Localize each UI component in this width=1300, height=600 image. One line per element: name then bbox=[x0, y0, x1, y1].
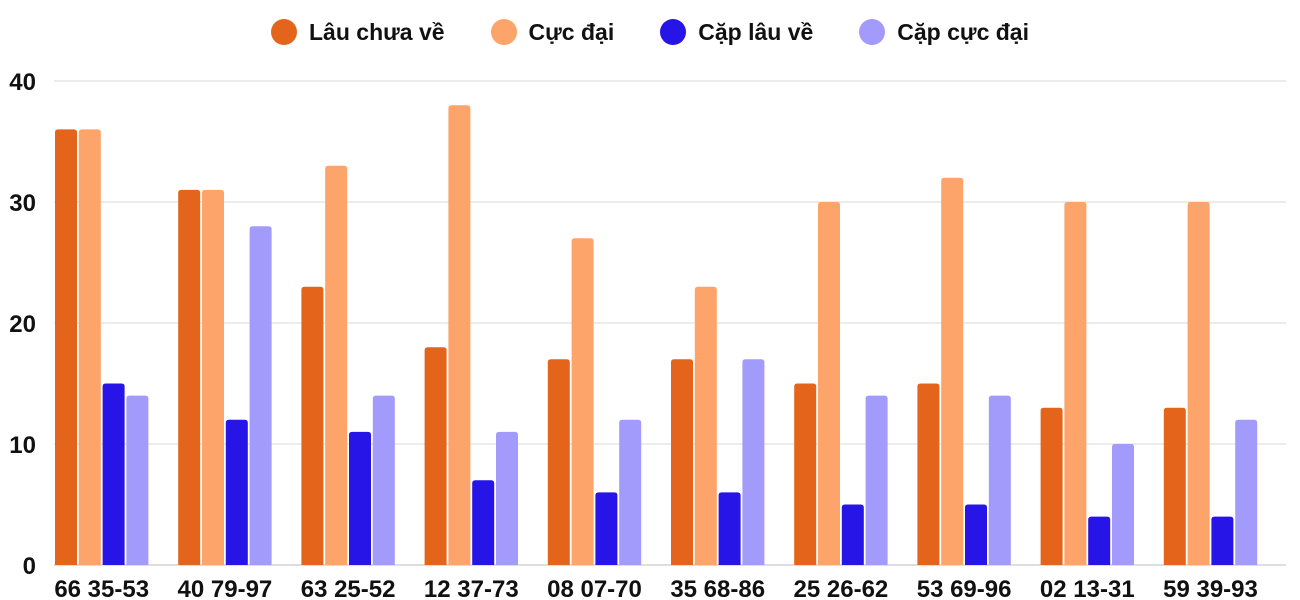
legend-swatch-cap-cuc-dai bbox=[859, 19, 886, 45]
bar-lau-chua-ve bbox=[178, 189, 201, 565]
y-axis-ticks: 0 10 20 30 40 bbox=[9, 69, 36, 580]
bar-cuc-dai bbox=[1187, 202, 1210, 565]
bar-cap-cuc-dai bbox=[372, 395, 395, 565]
x-tick-label: 25 26-62 bbox=[794, 576, 889, 600]
bar-cuc-dai bbox=[448, 105, 471, 565]
bar-cap-cuc-dai bbox=[988, 395, 1011, 565]
bar-cap-lau-ve bbox=[841, 504, 864, 565]
bar-cap-lau-ve bbox=[349, 431, 371, 565]
bar-cap-lau-ve bbox=[1211, 516, 1234, 565]
y-tick-label: 10 bbox=[9, 432, 36, 459]
legend-swatch-cuc-dai bbox=[490, 19, 517, 45]
y-tick-label: 0 bbox=[23, 553, 36, 580]
x-axis-ticks: 66 35-53 40 79-97 63 25-52 12 37-73 08 07-70… bbox=[54, 576, 1258, 600]
legend-swatch-cap-lau-ve bbox=[660, 19, 687, 45]
bar-lau-chua-ve bbox=[55, 129, 77, 565]
bar-cap-lau-ve bbox=[595, 492, 618, 565]
bar-lau-chua-ve bbox=[671, 359, 693, 565]
bar-cap-lau-ve bbox=[1088, 516, 1111, 565]
bar-cuc-dai bbox=[941, 177, 964, 566]
bar-lau-chua-ve bbox=[1163, 407, 1186, 565]
x-tick-label: 08 07-70 bbox=[547, 576, 642, 600]
bar-cap-lau-ve bbox=[718, 492, 741, 565]
legend-swatch-lau-chua-ve bbox=[271, 19, 297, 45]
bar-cuc-dai bbox=[571, 238, 594, 566]
x-tick-label: 63 25-52 bbox=[301, 576, 396, 600]
bar-lau-chua-ve bbox=[301, 286, 324, 565]
bar-cap-lau-ve bbox=[102, 383, 125, 565]
bar-cap-cuc-dai bbox=[1112, 444, 1134, 565]
bar-cap-cuc-dai bbox=[1235, 419, 1258, 565]
legend-item-cap-lau-ve: Cặp lâu về bbox=[660, 19, 813, 46]
bar-cap-cuc-dai bbox=[249, 226, 272, 565]
x-tick-label: 35 68-86 bbox=[670, 576, 765, 600]
x-tick-label: 40 79-97 bbox=[178, 576, 273, 600]
bar-cuc-dai bbox=[325, 165, 348, 565]
legend-label-cap-cuc-dai: Cặp cực đại bbox=[897, 18, 1029, 45]
x-tick-label: 12 37-73 bbox=[424, 576, 519, 600]
bar-cap-cuc-dai bbox=[126, 395, 149, 565]
bar-lau-chua-ve bbox=[1040, 407, 1063, 565]
bar-cuc-dai bbox=[1064, 202, 1087, 565]
legend-item-cuc-dai: Cực đại bbox=[490, 18, 615, 46]
x-tick-label: 66 35-53 bbox=[54, 576, 149, 600]
legend-label-lau-chua-ve: Lâu chưa về bbox=[309, 18, 445, 45]
bar-cap-lau-ve bbox=[965, 504, 987, 565]
bar-cuc-dai bbox=[202, 189, 224, 565]
bar-cap-cuc-dai bbox=[742, 359, 765, 565]
bar-cuc-dai bbox=[78, 129, 101, 565]
bar-lau-chua-ve bbox=[917, 383, 940, 565]
bar-cap-lau-ve bbox=[472, 480, 495, 565]
bar-lau-chua-ve bbox=[424, 347, 447, 565]
bar-cuc-dai bbox=[818, 202, 840, 565]
x-tick-label: 59 39-93 bbox=[1163, 576, 1258, 600]
y-tick-label: 20 bbox=[9, 311, 36, 338]
y-tick-label: 30 bbox=[9, 190, 36, 217]
bar-lau-chua-ve bbox=[794, 383, 817, 565]
bar-lau-chua-ve bbox=[547, 359, 570, 565]
bar-cap-cuc-dai bbox=[496, 431, 518, 565]
bar-cap-lau-ve bbox=[225, 419, 248, 565]
bar-cap-cuc-dai bbox=[619, 419, 642, 565]
legend-item-lau-chua-ve: Lâu chưa về bbox=[271, 19, 445, 46]
x-tick-label: 53 69-96 bbox=[917, 576, 1012, 600]
bars bbox=[55, 105, 1258, 566]
bar-cap-cuc-dai bbox=[865, 395, 888, 565]
y-tick-label: 40 bbox=[9, 69, 36, 96]
bar-cuc-dai bbox=[694, 286, 717, 565]
legend-label-cap-lau-ve: Cặp lâu về bbox=[698, 18, 814, 45]
legend: Lâu chưa về Cực đại Cặp lâu về Cặp cực đ… bbox=[0, 14, 1300, 50]
legend-label-cuc-dai: Cực đại bbox=[528, 18, 615, 45]
legend-item-cap-cuc-dai: Cặp cực đại bbox=[859, 19, 1029, 46]
x-tick-label: 02 13-31 bbox=[1040, 576, 1135, 600]
